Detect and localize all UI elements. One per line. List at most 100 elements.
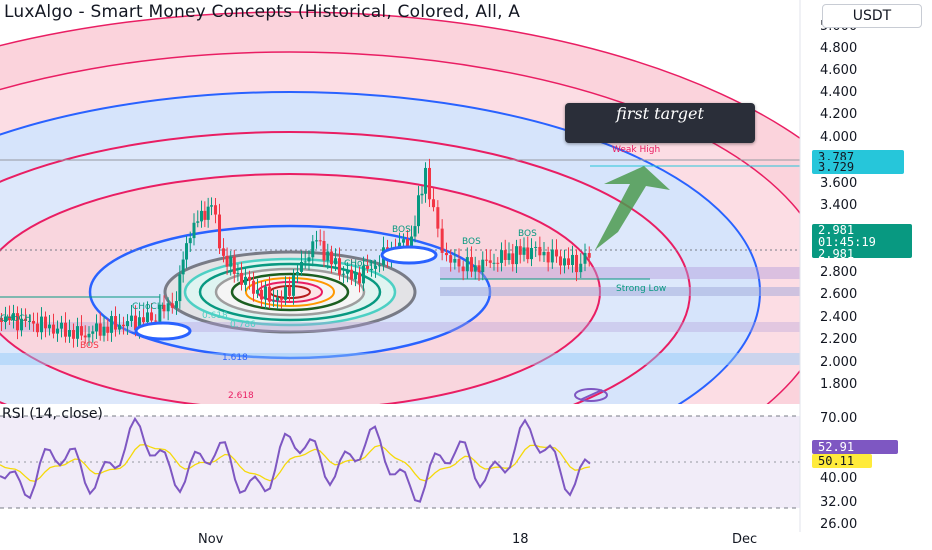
candle-body	[432, 199, 435, 208]
last-price-value: 2.981	[818, 223, 855, 237]
candle-body	[424, 167, 427, 194]
candle-body	[32, 320, 35, 324]
candle-body	[252, 280, 255, 294]
rsi-pane[interactable]: 70.00 40.00 32.00 26.00	[0, 404, 932, 532]
candle-body	[354, 272, 357, 280]
candle-body	[445, 252, 448, 256]
candle-body	[134, 315, 137, 330]
candle-body	[87, 333, 91, 338]
candle-body	[12, 313, 15, 321]
candle-body	[522, 247, 526, 255]
swing-low-marker	[134, 321, 192, 341]
svg-text:4.600: 4.600	[820, 63, 857, 78]
candle-body	[428, 167, 431, 200]
candle-body	[210, 205, 213, 207]
lower-zone	[0, 353, 800, 365]
candle-body	[288, 286, 291, 296]
fib-circles	[0, 11, 800, 404]
candle-body	[166, 303, 170, 312]
candle-body	[453, 258, 457, 263]
candle-body	[334, 258, 337, 265]
svg-text:4.400: 4.400	[820, 85, 857, 100]
svg-text:4.000: 4.000	[820, 130, 857, 145]
candle-body	[496, 262, 500, 264]
candle-body	[330, 251, 333, 265]
svg-text:2.200: 2.200	[820, 332, 857, 347]
candle-body	[122, 324, 125, 327]
candle-body	[507, 253, 511, 260]
candle-body	[296, 271, 299, 276]
candle-body	[402, 239, 405, 243]
high-price-tag-2: 3.729	[812, 160, 904, 174]
candle-body	[200, 210, 203, 222]
candle-body	[264, 286, 267, 300]
candle-body	[436, 207, 440, 229]
candle-body	[28, 320, 31, 322]
candle-body	[48, 324, 51, 329]
candle-body	[83, 335, 87, 338]
candle-body	[555, 249, 558, 257]
bos-label: BOS	[80, 341, 99, 351]
candle-body	[80, 326, 83, 336]
candle-body	[44, 316, 47, 329]
candle-body	[346, 269, 349, 274]
svg-text:70.00: 70.00	[820, 411, 857, 426]
candle-body	[170, 303, 174, 308]
last-price-value-2: 2.981	[818, 247, 855, 261]
candle-body	[546, 251, 550, 263]
candle-body	[530, 247, 533, 260]
candle-body	[449, 255, 453, 263]
candle-body	[272, 300, 275, 302]
candle-body	[256, 289, 259, 294]
candle-body	[485, 259, 488, 261]
candle-body	[95, 323, 98, 332]
candle-body	[72, 330, 75, 339]
rsi-ma-line	[0, 444, 591, 482]
svg-text:2.400: 2.400	[820, 310, 857, 325]
candle-body	[526, 247, 530, 260]
candle-body	[280, 297, 283, 300]
candle-body	[0, 318, 3, 322]
candle-body	[4, 316, 7, 322]
candle-body	[181, 259, 185, 275]
price-chart[interactable]: Weak High Strong Low BOS BOS BOS BOS CHo…	[0, 0, 932, 404]
candle-body	[567, 258, 570, 266]
circle-marker	[574, 388, 608, 402]
price-axis[interactable]: 5.000 4.800 4.600 4.400 4.200 4.000 3.60…	[820, 19, 857, 392]
candle-body	[214, 205, 217, 215]
svg-text:40.00: 40.00	[820, 471, 857, 486]
candle-body	[292, 275, 295, 296]
candle-body	[206, 206, 210, 220]
candle-body	[461, 266, 465, 272]
candle-body	[248, 276, 251, 281]
candle-body	[473, 265, 477, 272]
rsi-axis[interactable]: 70.00 40.00 32.00 26.00	[820, 411, 857, 532]
candle-body	[8, 316, 11, 321]
candle-body	[91, 331, 95, 334]
candle-body	[106, 326, 110, 333]
candle-body	[16, 313, 19, 331]
candle-body	[260, 289, 263, 300]
time-label-18: 18	[512, 532, 529, 547]
candle-body	[583, 253, 587, 264]
candle-body	[20, 318, 23, 331]
candle-body	[538, 246, 542, 256]
candle-body	[465, 257, 469, 272]
candle-body	[515, 246, 518, 265]
strong-low-label: Strong Low	[616, 284, 666, 294]
candle-body	[342, 273, 345, 275]
svg-text:2.600: 2.600	[820, 287, 857, 302]
candle-body	[218, 214, 221, 249]
premium-zone	[440, 267, 800, 279]
candle-body	[68, 330, 71, 337]
svg-text:4.200: 4.200	[820, 107, 857, 122]
candle-body	[222, 248, 225, 256]
bos-label: BOS	[462, 237, 481, 247]
candle-body	[98, 323, 102, 336]
candle-body	[192, 222, 196, 239]
candle-body	[579, 263, 583, 273]
candle-body	[358, 272, 361, 284]
candle-body	[550, 249, 554, 263]
quote-currency-button[interactable]: USDT	[822, 4, 922, 28]
candle-body	[500, 250, 503, 263]
